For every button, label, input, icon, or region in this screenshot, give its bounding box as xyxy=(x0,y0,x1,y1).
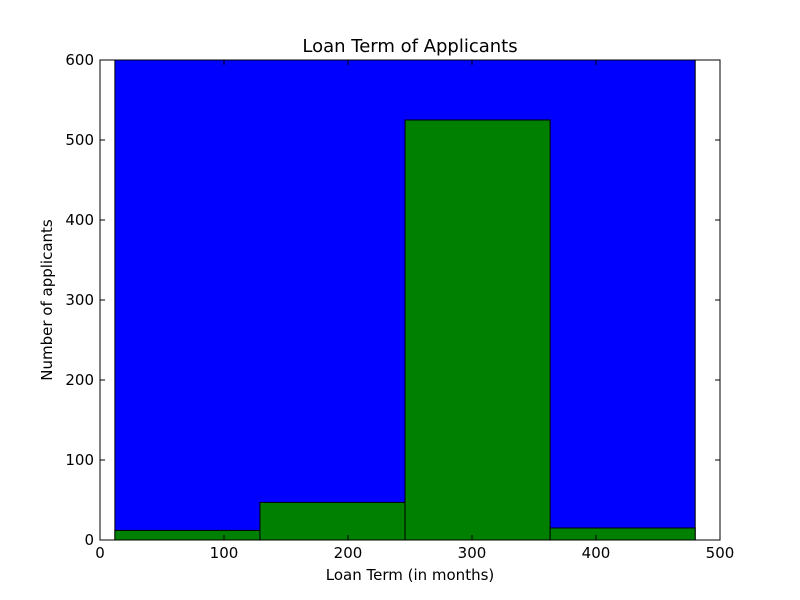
y-tick-label-3: 300 xyxy=(65,291,94,309)
y-tick-label-5: 500 xyxy=(65,131,94,149)
x-tick-label-1: 100 xyxy=(210,544,239,562)
plot-frame xyxy=(99,59,721,541)
y-tick-label-0: 0 xyxy=(84,531,94,549)
bar-series-1-bin-2 xyxy=(404,119,551,541)
x-tick-label-0: 0 xyxy=(95,544,105,562)
ticks-layer: 0 100 200 300 400 500 0 100 200 300 400 500 600 xyxy=(65,51,734,562)
x-tick-label-5: 500 xyxy=(706,544,735,562)
x-tick-label-4: 400 xyxy=(582,544,611,562)
x-axis-title: Loan Term (in months) xyxy=(326,566,495,584)
chart-title: Loan Term of Applicants xyxy=(302,36,517,57)
bar-series-1-bin-0 xyxy=(114,529,261,541)
bar-series-1-bin-3 xyxy=(549,527,696,541)
y-tick-label-1: 100 xyxy=(65,451,94,469)
x-tick-label-3: 300 xyxy=(458,544,487,562)
y-tick-label-2: 200 xyxy=(65,371,94,389)
y-axis-title: Number of applicants xyxy=(38,219,56,381)
y-tick-label-6: 600 xyxy=(65,51,94,69)
bar-series-1-bin-1 xyxy=(259,501,406,541)
bars-layer xyxy=(114,59,696,541)
x-tick-label-2: 200 xyxy=(334,544,363,562)
y-tick-label-4: 400 xyxy=(65,211,94,229)
